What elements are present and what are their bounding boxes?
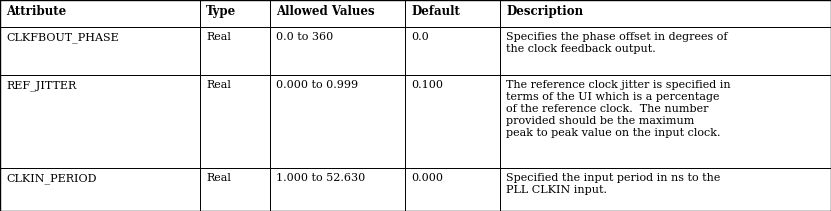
Text: 0.0: 0.0 bbox=[411, 32, 429, 42]
Bar bbox=[200, 27, 270, 75]
Bar bbox=[500, 75, 831, 168]
Bar bbox=[0, 27, 200, 75]
Text: The reference clock jitter is specified in
terms of the UI which is a percentage: The reference clock jitter is specified … bbox=[506, 80, 730, 138]
Text: 0.000 to 0.999: 0.000 to 0.999 bbox=[276, 80, 358, 90]
Text: 0.100: 0.100 bbox=[411, 80, 443, 90]
Bar bbox=[405, 168, 500, 211]
Bar bbox=[200, 168, 270, 211]
Text: Real: Real bbox=[206, 173, 231, 183]
Text: Specified the input period in ns to the
PLL CLKIN input.: Specified the input period in ns to the … bbox=[506, 173, 720, 195]
Text: 0.000: 0.000 bbox=[411, 173, 443, 183]
Bar bbox=[0, 75, 200, 168]
Text: 1.000 to 52.630: 1.000 to 52.630 bbox=[276, 173, 366, 183]
Text: 0.0 to 360: 0.0 to 360 bbox=[276, 32, 333, 42]
Text: Real: Real bbox=[206, 32, 231, 42]
Bar bbox=[500, 0, 831, 27]
Bar bbox=[0, 168, 200, 211]
Bar bbox=[500, 168, 831, 211]
Bar bbox=[405, 75, 500, 168]
Text: Specifies the phase offset in degrees of
the clock feedback output.: Specifies the phase offset in degrees of… bbox=[506, 32, 727, 54]
Bar bbox=[200, 0, 270, 27]
Bar bbox=[405, 27, 500, 75]
Bar bbox=[270, 0, 405, 27]
Bar bbox=[270, 75, 405, 168]
Text: Type: Type bbox=[206, 5, 236, 18]
Bar bbox=[0, 0, 200, 27]
Bar bbox=[270, 168, 405, 211]
Text: Description: Description bbox=[506, 5, 583, 18]
Text: Attribute: Attribute bbox=[6, 5, 66, 18]
Text: Default: Default bbox=[411, 5, 460, 18]
Text: Allowed Values: Allowed Values bbox=[276, 5, 375, 18]
Text: Real: Real bbox=[206, 80, 231, 90]
Text: CLKIN_PERIOD: CLKIN_PERIOD bbox=[6, 173, 96, 184]
Bar bbox=[405, 0, 500, 27]
Text: REF_JITTER: REF_JITTER bbox=[6, 80, 76, 91]
Text: CLKFBOUT_PHASE: CLKFBOUT_PHASE bbox=[6, 32, 119, 43]
Bar bbox=[500, 27, 831, 75]
Bar bbox=[270, 27, 405, 75]
Bar bbox=[200, 75, 270, 168]
